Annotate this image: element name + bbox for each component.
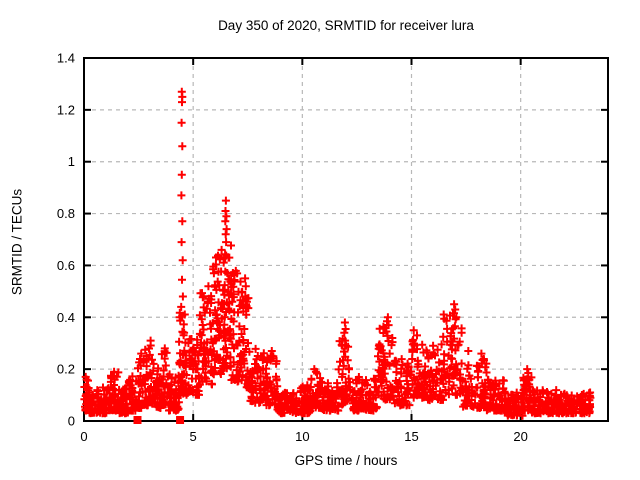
svg-text:0.6: 0.6 [57,258,75,273]
scatter-points [80,87,595,420]
svg-text:20: 20 [513,429,527,444]
svg-text:1.2: 1.2 [57,102,75,117]
svg-text:10: 10 [295,429,309,444]
chart-title: Day 350 of 2020, SRMTID for receiver lur… [218,18,474,33]
plot-frame [83,57,609,422]
x-axis-label: GPS time / hours [294,453,398,468]
svg-text:15: 15 [404,429,418,444]
y-tick-labels: 0 0.2 0.4 0.6 0.8 1 1.2 1.4 [57,51,75,429]
svg-text:1: 1 [68,154,75,169]
svg-text:1.4: 1.4 [57,51,75,66]
axis-ticks [83,57,608,422]
square-markers [133,416,185,424]
svg-text:5: 5 [190,429,197,444]
svg-text:0.8: 0.8 [57,206,75,221]
svg-text:0: 0 [80,429,87,444]
y-axis-label: SRMTID / TECUs [9,188,25,296]
x-tick-labels: 0 5 10 15 20 [80,429,528,444]
svg-text:0.4: 0.4 [57,310,75,325]
svg-text:0.2: 0.2 [57,362,75,377]
svg-text:0: 0 [68,414,75,429]
